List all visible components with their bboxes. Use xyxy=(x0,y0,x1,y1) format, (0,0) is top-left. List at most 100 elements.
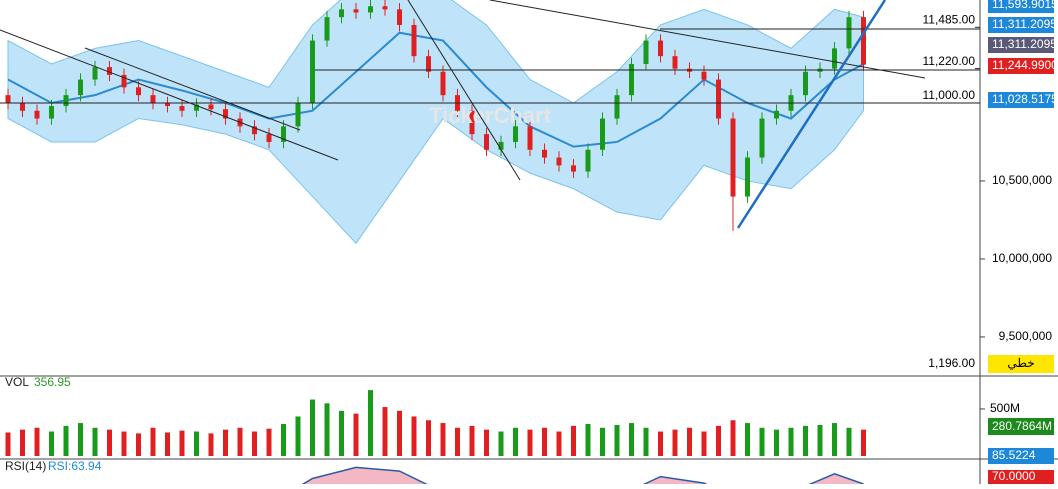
volume-bar xyxy=(774,429,779,456)
candle-body xyxy=(397,9,402,25)
candle-body xyxy=(542,149,547,158)
volume-bar xyxy=(411,416,417,456)
volume-bar xyxy=(585,424,591,456)
mode-button[interactable]: خطي xyxy=(1007,356,1034,370)
volume-bar xyxy=(788,427,794,456)
candle-body xyxy=(324,17,330,41)
candle-body xyxy=(411,24,417,57)
volume-bar xyxy=(817,424,823,456)
bollinger-band xyxy=(7,0,864,245)
volume-bar xyxy=(527,429,533,456)
candle-body xyxy=(629,63,634,96)
candle-body xyxy=(643,40,649,64)
candle-body xyxy=(832,48,837,69)
candle-body xyxy=(484,134,489,150)
candle-body xyxy=(861,17,866,65)
rsi-badge: 70.0000 xyxy=(992,469,1036,483)
trendline xyxy=(736,0,887,229)
rsi-value: RSI:63.94 xyxy=(48,459,102,473)
candle-body xyxy=(194,104,199,111)
volume-bar xyxy=(150,427,156,456)
volume-bar xyxy=(571,425,576,456)
price-badge: 11,311.2095 xyxy=(992,17,1057,31)
candle-body xyxy=(469,110,475,135)
volume-bar xyxy=(121,431,127,456)
volume-bar xyxy=(107,429,112,456)
price-badge-bg xyxy=(988,37,1054,53)
volume-title: VOL xyxy=(5,375,29,389)
bottom-label: 1,196.00 xyxy=(928,356,975,370)
volume-bar xyxy=(643,427,649,456)
candle-body xyxy=(266,134,272,142)
volume-bar xyxy=(600,427,605,456)
candle-body xyxy=(614,95,620,119)
volume-bar xyxy=(223,429,228,456)
y-tick-label: 9,500,000 xyxy=(999,329,1053,343)
volume-bar xyxy=(136,433,141,456)
volume-bar xyxy=(542,427,547,456)
trendline xyxy=(84,47,301,131)
mode-button-bg[interactable] xyxy=(988,355,1054,373)
candle-body xyxy=(281,126,286,142)
candle-body xyxy=(527,126,533,150)
volume-bar xyxy=(658,431,663,456)
volume-bar xyxy=(455,427,460,456)
volume-bar xyxy=(629,423,634,456)
candle-body xyxy=(846,17,852,49)
candle-body xyxy=(34,110,40,119)
volume-bar xyxy=(179,430,185,456)
volume-value: 356.95 xyxy=(34,375,71,389)
candle-body xyxy=(368,6,373,13)
price-badge: 11,311.2095 xyxy=(992,37,1057,51)
candle-body xyxy=(353,9,359,13)
rsi-title: RSI(14) xyxy=(5,459,46,473)
candle-body xyxy=(556,157,562,166)
candle-body xyxy=(5,95,11,103)
candle-body xyxy=(759,118,765,158)
candle-body xyxy=(208,104,214,110)
volume-badge: 280.7864M xyxy=(992,419,1052,433)
volume-bar xyxy=(498,431,504,456)
candle-body xyxy=(774,110,779,119)
volume-bar xyxy=(759,427,765,456)
volume-bar xyxy=(730,420,736,456)
volume-bar xyxy=(63,425,69,456)
candle-body xyxy=(121,74,127,88)
volume-bar xyxy=(861,429,866,456)
price-badge-bg xyxy=(988,92,1054,108)
candle-body xyxy=(252,126,257,135)
candle-body xyxy=(730,118,736,197)
trendline xyxy=(489,0,926,79)
candle-body xyxy=(571,165,576,172)
candle-body xyxy=(136,87,141,96)
candle-body xyxy=(600,118,605,150)
volume-bar xyxy=(382,407,388,456)
y-tick-label: 10,500,000 xyxy=(992,173,1052,187)
volume-bar xyxy=(368,390,373,456)
candle-body xyxy=(339,9,344,18)
volume-bar xyxy=(832,423,837,456)
bollinger-middle xyxy=(7,31,864,148)
candle-body xyxy=(49,106,54,119)
candle-body xyxy=(498,141,504,150)
volume-bar xyxy=(672,429,678,456)
candle-body xyxy=(179,106,185,111)
volume-bar xyxy=(295,416,301,456)
level-label: 11,220.00 xyxy=(923,54,976,68)
candle-body xyxy=(658,40,663,57)
volume-bar xyxy=(687,427,692,456)
candle-body xyxy=(513,126,518,142)
candle-body xyxy=(585,149,591,172)
volume-bar xyxy=(324,403,330,456)
candle-body xyxy=(20,102,25,111)
y-tick-label: 10,000,000 xyxy=(992,251,1052,265)
volume-bar xyxy=(92,427,98,456)
volume-bar xyxy=(49,431,54,456)
volume-bar xyxy=(397,410,402,456)
candle-body xyxy=(223,109,228,119)
candle-body xyxy=(745,157,750,197)
volume-bar xyxy=(513,427,518,456)
volume-bar xyxy=(5,432,11,456)
price-badge: 11,593.9015 xyxy=(992,0,1058,11)
candle-body xyxy=(382,6,388,10)
